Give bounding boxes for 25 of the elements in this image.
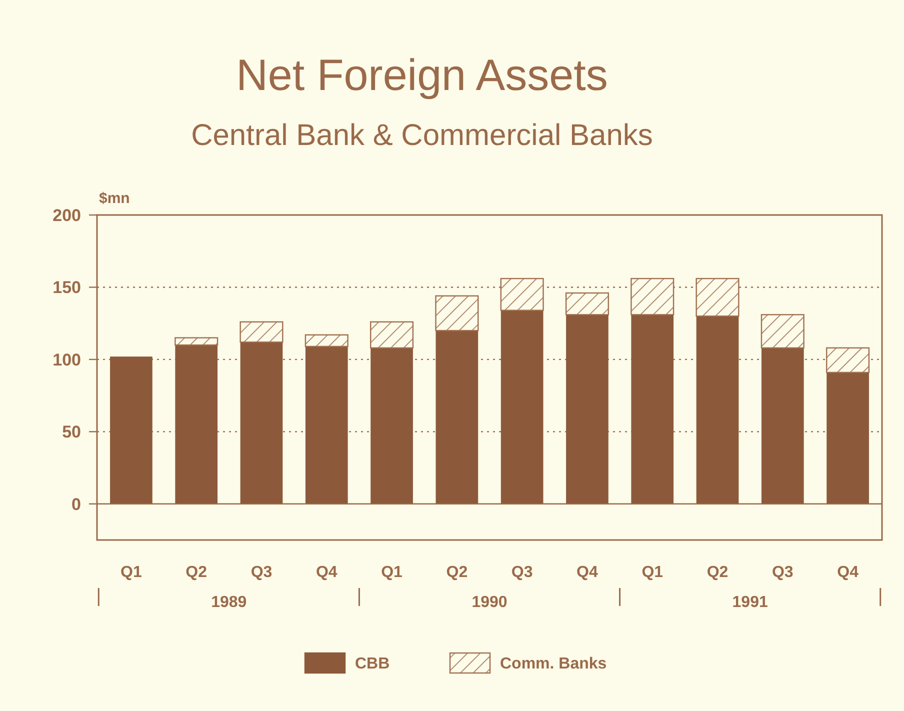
text: 1991	[732, 594, 768, 611]
legend-label: CBB	[355, 656, 390, 673]
x-tick-label: Q2	[186, 564, 208, 581]
y-tick-label: 200	[52, 206, 81, 225]
x-tick-label: Q4	[316, 564, 338, 581]
legend-label: Comm. Banks	[500, 656, 607, 673]
x-tick-label: Q1	[381, 564, 403, 581]
x-tick-label: Q2	[706, 564, 728, 581]
x-tick-label: Q3	[250, 564, 272, 581]
text: 1989	[211, 594, 247, 611]
y-tick-label: 50	[62, 422, 81, 442]
chart-title: Net Foreign Assets	[236, 51, 608, 100]
y-tick-label: 0	[72, 494, 81, 514]
x-tick-label: Q3	[511, 564, 533, 581]
x-tick-label: Q4	[837, 564, 859, 581]
y-tick-label: 100	[52, 350, 81, 370]
y-axis-title: $mn	[99, 190, 130, 207]
x-tick-label: Q1	[120, 564, 142, 581]
x-tick-label: Q4	[576, 564, 598, 581]
text: 1990	[472, 594, 508, 611]
x-tick-label: Q3	[772, 564, 794, 581]
x-tick-label: Q1	[642, 564, 664, 581]
chart-subtitle: Central Bank & Commercial Banks	[191, 119, 653, 152]
x-tick-label: Q2	[446, 564, 468, 581]
y-tick-label: 150	[52, 278, 81, 298]
